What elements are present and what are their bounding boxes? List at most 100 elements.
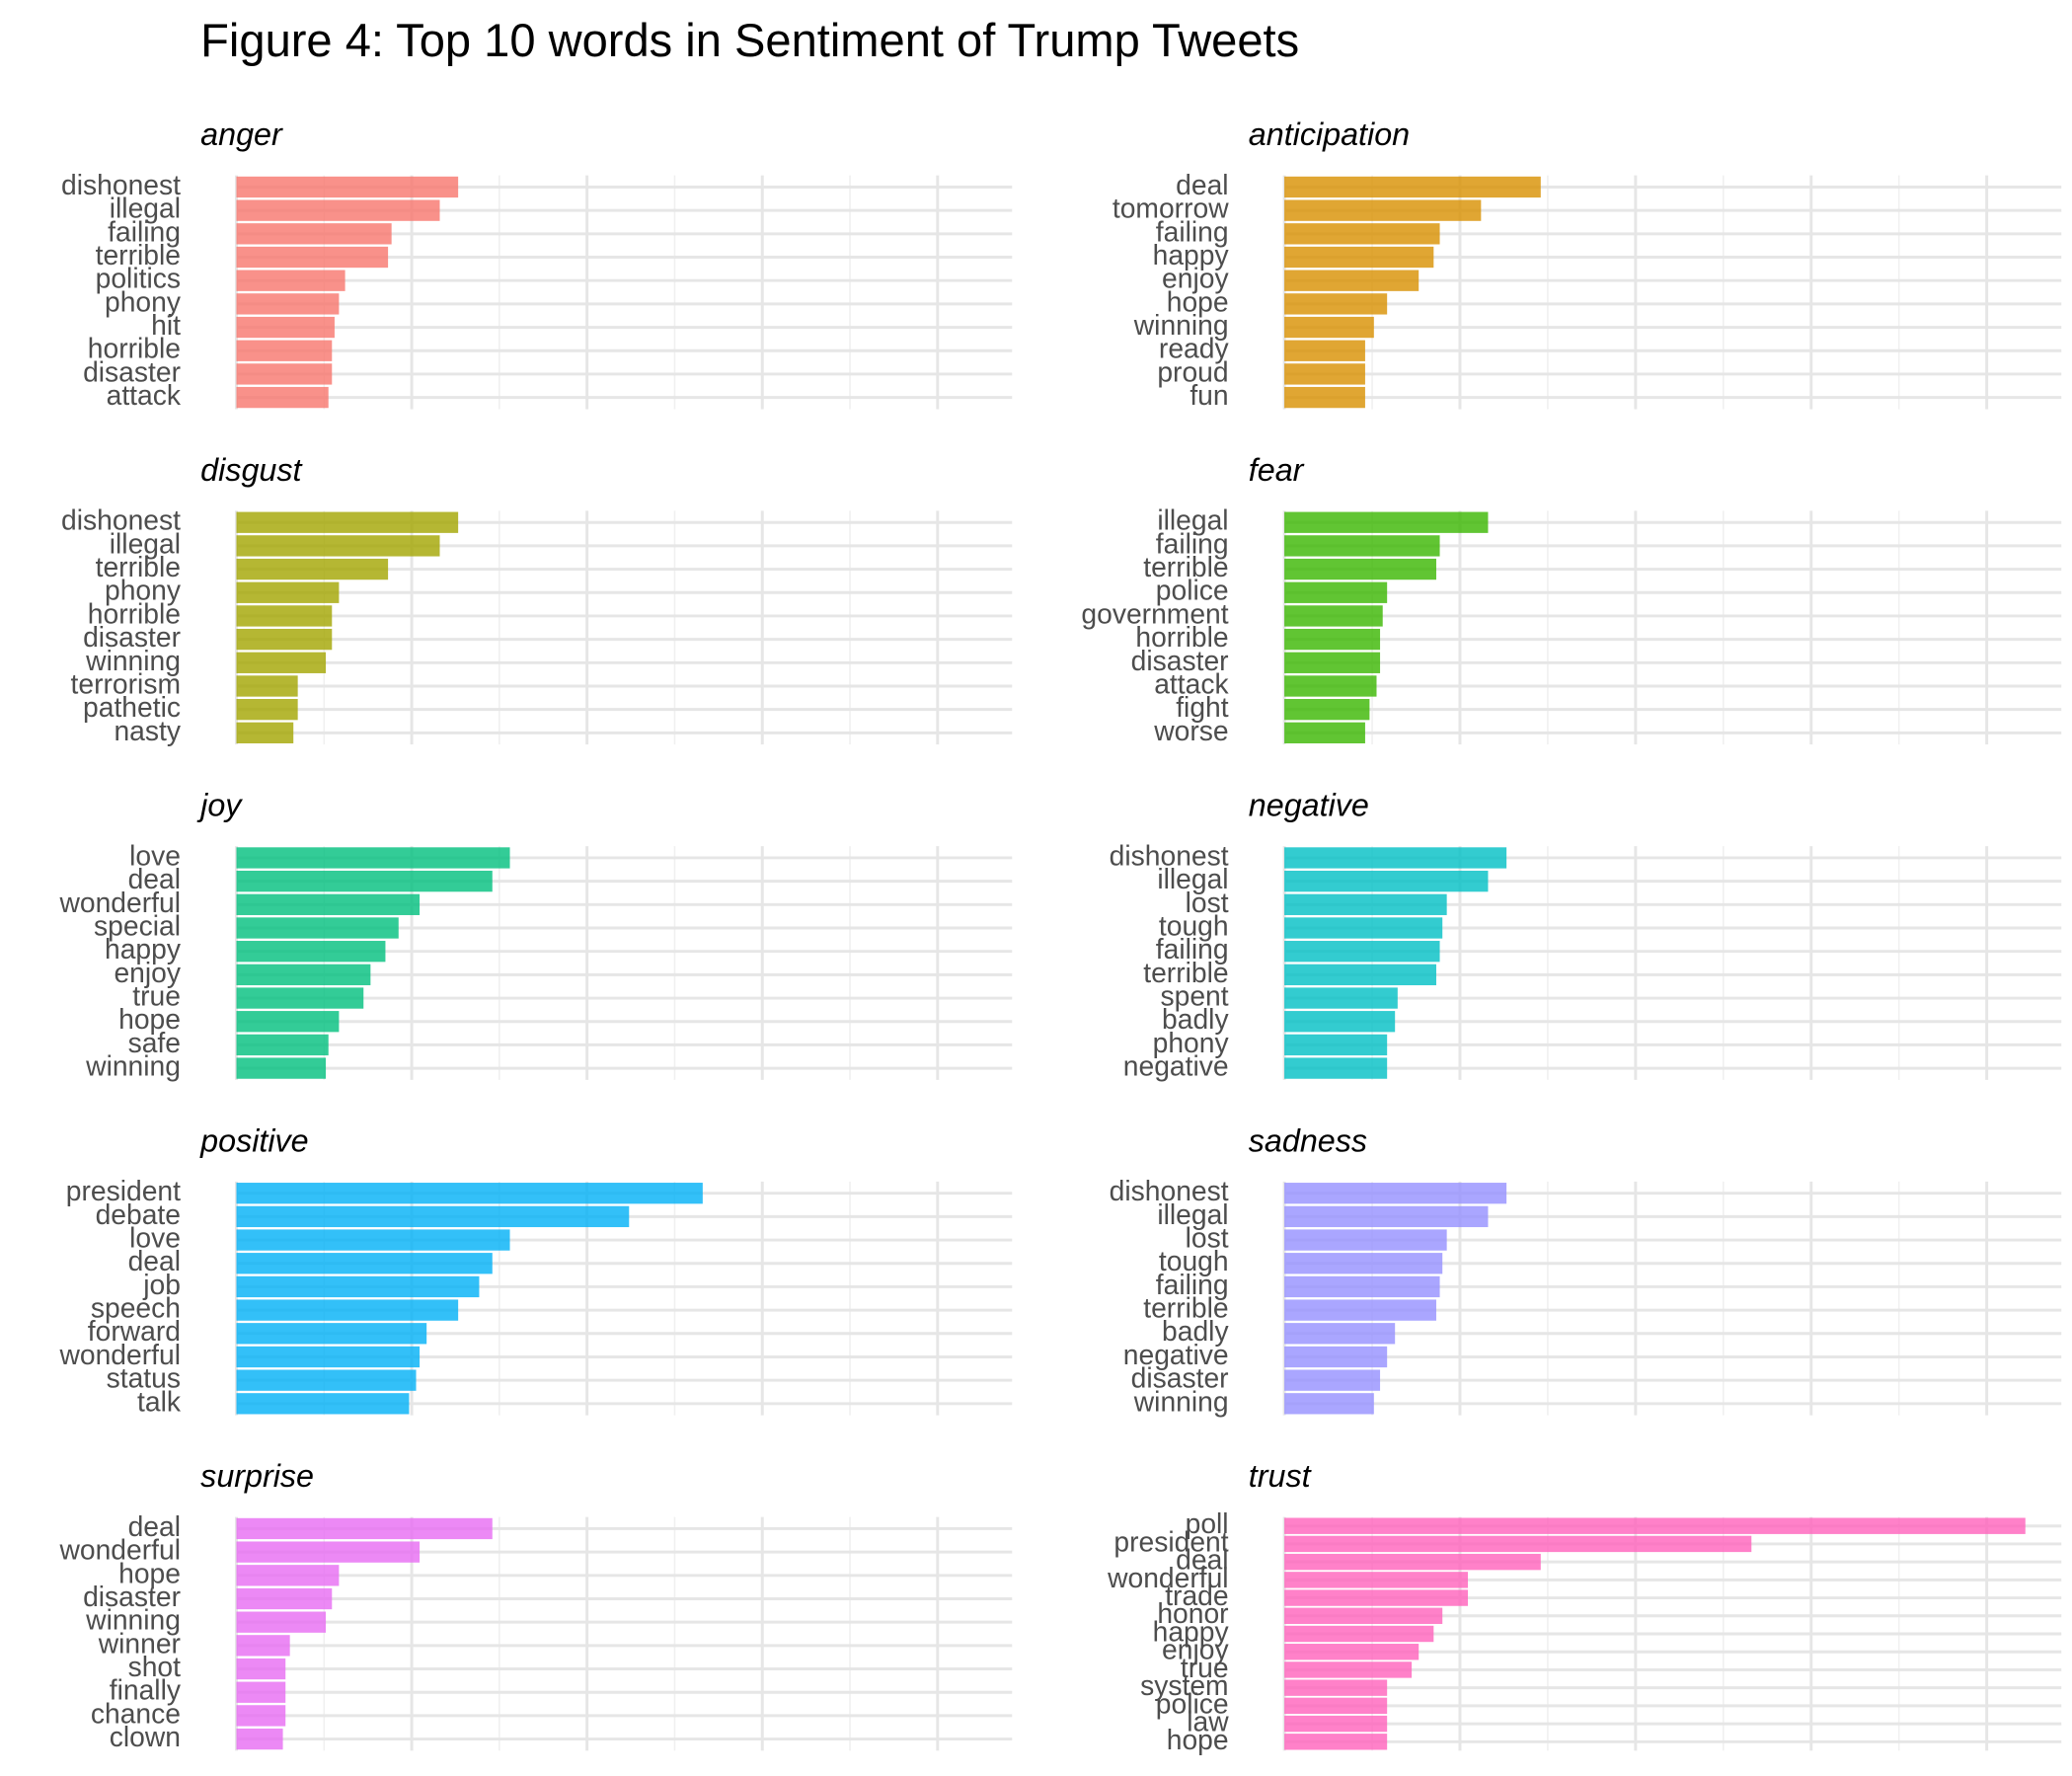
y-tick-label: president [1113,1525,1228,1557]
y-tick-label: ready [1159,333,1230,364]
bar [1284,917,1443,939]
y-tick-label: trade [1165,1580,1228,1611]
bar [1284,293,1388,315]
bar [236,1705,286,1727]
y-tick-label: failing [1156,1269,1229,1300]
y-tick-label: hope [118,1557,181,1588]
y-tick-label: forward [88,1315,181,1347]
bar [1284,1057,1388,1079]
bar [1284,964,1436,986]
bar [1284,316,1374,339]
y-tick-label: pathetic [83,691,181,723]
bar [236,199,440,221]
bar [236,386,329,409]
bar [236,363,333,385]
bar [1284,1697,1388,1715]
bar [1284,340,1365,361]
bar [236,699,298,721]
bar [236,270,345,291]
y-tick-label: enjoy [1162,263,1229,294]
y-tick-label: speech [91,1292,181,1324]
y-tick-label: illegal [1157,504,1228,536]
bar [236,1011,340,1033]
bar [1284,1346,1388,1368]
bar [236,1275,480,1298]
bar [236,722,294,744]
bar [1284,605,1383,627]
bar [1284,1034,1388,1056]
y-tick-label: attack [1154,667,1229,699]
y-tick-label: winning [85,1604,181,1636]
bar [236,1299,459,1321]
y-tick-label: deal [128,1245,181,1276]
bar [1284,1607,1443,1624]
panel-title: surprise [200,1458,314,1494]
y-tick-label: terrible [1143,551,1228,582]
bar [236,293,340,315]
bar [1284,847,1507,869]
y-tick-label: horrible [88,333,181,364]
y-tick-label: spent [1160,980,1228,1012]
y-tick-label: negative [1123,1339,1229,1370]
y-tick-label: disaster [83,621,181,653]
y-tick-label: dishonest [61,169,181,200]
y-tick-label: winning [85,1050,181,1082]
bar [236,893,421,915]
y-tick-label: phony [105,285,182,317]
bar [236,1587,333,1610]
y-tick-label: attack [107,379,182,411]
y-tick-label: shot [128,1651,182,1682]
bar [1284,199,1482,221]
bar [1284,363,1365,385]
bar [236,1611,327,1633]
bar [1284,386,1365,409]
y-tick-label: tough [1159,1245,1229,1276]
y-tick-label: special [94,909,181,941]
y-tick-label: enjoy [1162,1634,1229,1665]
bar [236,964,371,986]
bar [1284,1679,1388,1696]
y-tick-label: happy [1153,239,1230,270]
bar [1284,1205,1489,1228]
bar [1284,870,1489,892]
bar [236,1253,493,1274]
bar [1284,699,1370,721]
y-tick-label: happy [1153,1615,1230,1647]
bar [236,1057,327,1079]
bar [1284,1393,1374,1415]
panel-title: sadness [1249,1122,1367,1158]
y-tick-label: hit [151,309,181,341]
panel-title: anger [200,116,283,152]
bar [1284,1734,1388,1750]
bar [236,917,399,939]
bar [1284,1323,1396,1345]
y-tick-label: hope [1167,1724,1229,1755]
y-tick-label: law [1187,1706,1229,1737]
y-tick-label: illegal [110,193,181,224]
bar [1284,1644,1420,1660]
y-tick-label: terrible [96,239,181,270]
bar [236,558,389,580]
y-tick-label: enjoy [114,957,181,988]
y-tick-label: terrible [1143,1292,1228,1324]
panel-title: joy [196,788,243,823]
y-tick-label: illegal [1157,1198,1228,1230]
bar [236,941,386,963]
y-tick-label: horrible [1135,621,1228,653]
y-tick-label: proud [1157,355,1228,387]
y-tick-label: terrorism [71,667,181,699]
bar [1284,581,1388,603]
y-tick-label: dishonest [1110,1175,1229,1206]
bar [236,987,364,1009]
bar [236,1658,286,1680]
bar [1284,1011,1396,1033]
y-tick-label: wonderful [58,887,181,918]
y-tick-label: badly [1162,1315,1229,1347]
bar [236,535,440,557]
y-tick-label: lost [1186,887,1229,918]
y-tick-label: true [132,980,181,1012]
y-tick-label: wonderful [58,1339,181,1370]
bar [236,223,392,245]
bar [1284,675,1377,697]
